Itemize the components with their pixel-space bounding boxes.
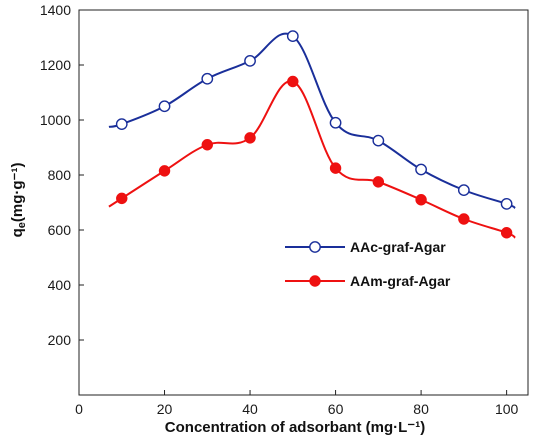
data-point-aam [116,192,128,205]
x-tick-label: 60 [328,401,344,417]
y-axis-label-sub: e [16,222,28,228]
legend-marker [309,275,321,287]
data-point-aac [457,184,470,197]
data-point-aac [329,116,342,129]
plot-border [78,9,529,396]
data-point-aac [201,72,214,85]
data-point-aac [415,163,427,176]
data-point-aac [158,100,171,113]
data-point-aam [244,132,256,144]
legend-item-aac: AAc-graf-Agar [285,239,446,255]
y-tick-label: 800 [48,167,72,183]
y-tick-label: 1400 [40,2,71,18]
y-tick-label: 600 [48,222,72,238]
x-axis-label: Concentration of adsorbant (mg·L⁻¹) [165,419,425,436]
data-point-aam [372,176,385,188]
series-aac [108,30,516,210]
y-tick-label: 1200 [40,57,71,73]
series-aam [108,75,516,239]
plot-frame [78,9,529,396]
data-point-aac [115,118,128,131]
legend-item-aam: AAm-graf-Agar [285,273,451,289]
data-point-aam [201,139,213,151]
data-point-aam [415,194,427,206]
data-point-aam [158,165,171,177]
data-point-aam [458,213,470,225]
y-tick-label: 200 [48,332,72,348]
data-point-aac [244,54,256,67]
legend-marker [309,241,321,253]
data-point-aam [500,227,513,239]
y-tick-label: 1000 [40,112,71,128]
data-point-aac [286,30,299,43]
x-tick-label: 20 [157,401,173,417]
data-point-aam [329,162,342,174]
legend-label: AAm-graf-Agar [350,273,451,289]
series-line-aac [108,32,516,209]
y-axis-label-main: q [9,228,26,237]
x-tick-label: 40 [242,401,258,417]
y-axis-ticks: 200 400 600 800 1000 1200 1400 [40,2,84,348]
y-axis-label: qe(mg·g⁻¹) [9,163,28,238]
x-tick-label: 100 [495,401,519,417]
series-layer [108,30,516,239]
data-point-aam [287,75,299,88]
y-axis-label-unit: (mg·g⁻¹) [9,163,26,223]
x-tick-label: 0 [75,401,83,417]
y-tick-label: 400 [48,277,72,293]
x-axis-ticks: 0 20 40 60 80 100 [75,390,519,417]
legend-label: AAc-graf-Agar [350,239,446,255]
x-tick-label: 80 [413,401,429,417]
data-point-aac [500,197,513,210]
data-point-aac [372,134,385,147]
legend: AAc-graf-Agar AAm-graf-Agar [285,239,451,289]
